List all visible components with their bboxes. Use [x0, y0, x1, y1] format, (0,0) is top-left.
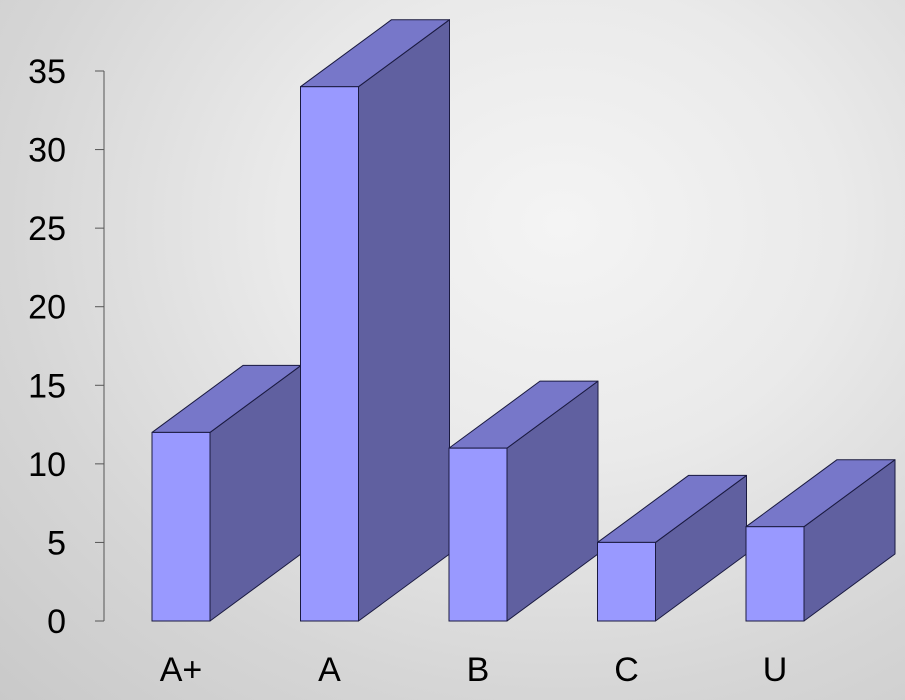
y-tick-label: 10 [28, 446, 66, 484]
y-tick-label: 35 [28, 53, 66, 91]
bar [745, 459, 896, 622]
bar [300, 19, 450, 622]
bar [448, 380, 599, 622]
y-tick-label: 0 [47, 603, 66, 641]
x-tick-label: C [614, 651, 639, 689]
x-tick-label: A+ [160, 651, 203, 689]
bar-side-face [358, 19, 450, 622]
y-tick-label: 30 [28, 132, 66, 170]
x-tick-label: B [467, 651, 490, 689]
bar-front-face [151, 431, 211, 622]
bar-front-face [597, 541, 656, 622]
x-tick-label: A [318, 651, 341, 689]
bar [151, 364, 302, 622]
bar-front-face [745, 526, 805, 622]
x-axis: A+ A B C U [160, 651, 788, 689]
y-tick-label: 25 [28, 210, 66, 248]
bar-front-face [448, 447, 508, 622]
y-tick-label: 20 [28, 289, 66, 327]
y-tick-label: 15 [28, 367, 66, 405]
bar-front-face [300, 86, 359, 622]
x-tick-label: U [763, 651, 788, 689]
bars [151, 19, 896, 622]
bar [597, 474, 747, 622]
y-tick-label: 5 [47, 524, 66, 562]
y-axis: 0 5 10 15 20 25 30 35 [28, 53, 105, 641]
